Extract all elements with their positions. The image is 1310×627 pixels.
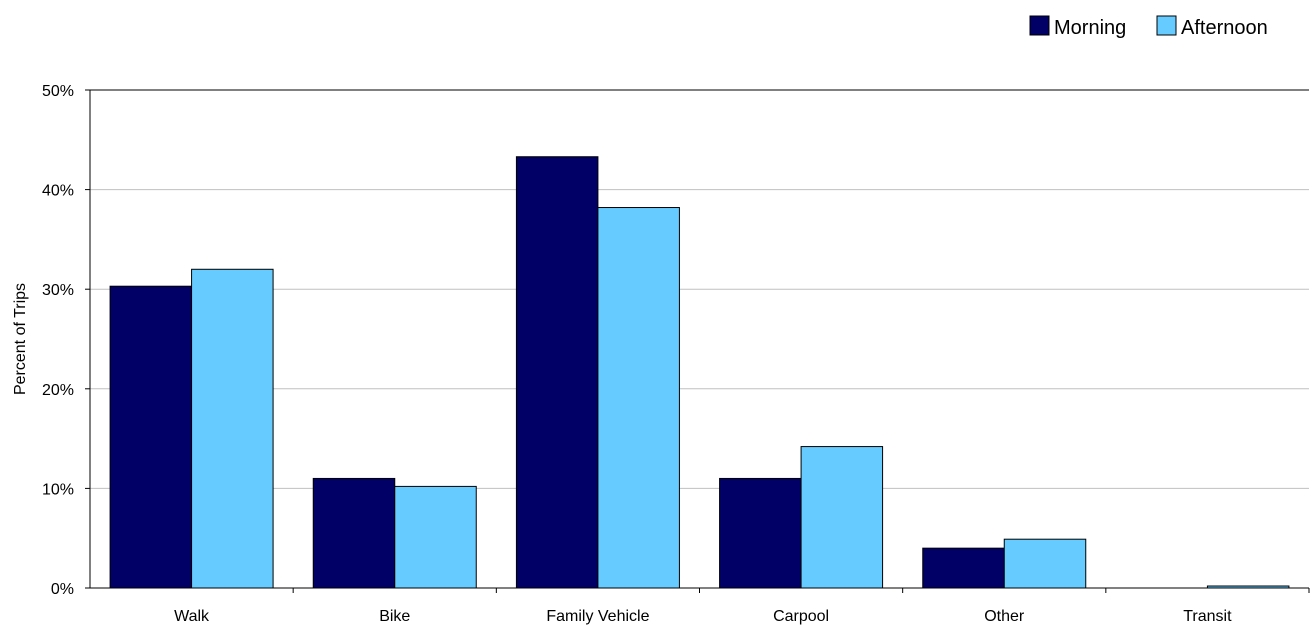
bar-afternoon-family-vehicle — [597, 207, 680, 589]
y-tick-label: 40% — [42, 183, 74, 200]
bar-morning-walk — [109, 285, 193, 589]
y-tick-label: 0% — [51, 581, 74, 598]
gridlines — [90, 89, 1309, 489]
legend-swatch-morning — [1029, 15, 1050, 36]
x-tick-label: Walk — [174, 608, 210, 625]
bars — [109, 156, 1290, 589]
legend-swatch-afternoon — [1156, 15, 1177, 36]
x-tick-label: Family Vehicle — [546, 608, 649, 625]
y-tick-labels: 0% 10% 20% 30% 40% 50% — [42, 83, 90, 598]
bar-afternoon-walk — [191, 268, 274, 589]
bar-morning-other — [922, 547, 1005, 589]
bar-morning-carpool — [719, 477, 802, 589]
bar-afternoon-other — [1003, 538, 1087, 589]
bar-morning-bike — [312, 477, 396, 589]
x-tick-label: Transit — [1183, 608, 1232, 625]
legend-label-morning: Morning — [1054, 17, 1126, 39]
y-tick-label: 30% — [42, 282, 74, 299]
bar-afternoon-bike — [394, 485, 477, 589]
bar-morning-family-vehicle — [515, 156, 599, 589]
x-tick-label: Other — [984, 608, 1025, 625]
legend-label-afternoon: Afternoon — [1181, 17, 1268, 39]
y-axis-title: Percent of Trips — [12, 283, 29, 395]
x-tick-label: Carpool — [773, 608, 829, 625]
x-tick-label: Bike — [379, 608, 410, 625]
bar-afternoon-carpool — [800, 446, 884, 589]
y-tick-label: 50% — [42, 83, 74, 100]
legend: Morning Afternoon — [1029, 15, 1268, 39]
x-tick-labels: Walk Bike Family Vehicle Carpool Other Transi… — [174, 588, 1310, 625]
y-tick-label: 10% — [42, 481, 74, 498]
y-tick-label: 20% — [42, 382, 74, 399]
